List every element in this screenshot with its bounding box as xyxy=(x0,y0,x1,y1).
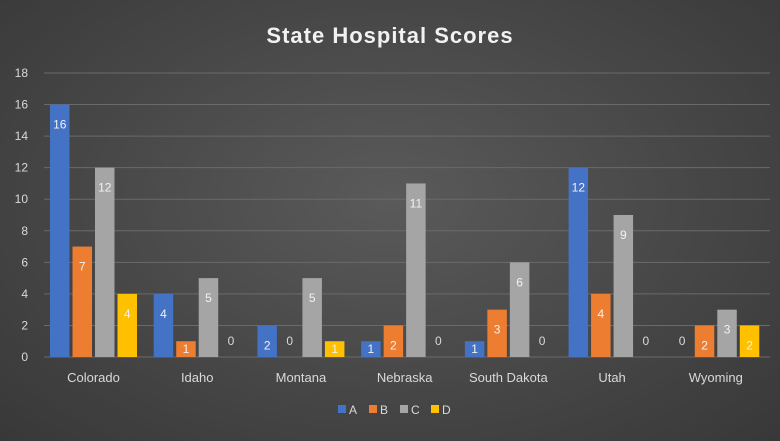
chart-title: State Hospital Scores xyxy=(266,23,513,48)
data-label: 11 xyxy=(410,196,423,210)
data-label: 1 xyxy=(183,342,190,356)
legend-label: C xyxy=(411,403,420,417)
data-label: 2 xyxy=(701,338,708,352)
x-category-label: Idaho xyxy=(181,370,214,385)
data-label: 0 xyxy=(642,334,649,348)
data-label: 4 xyxy=(124,307,131,321)
legend-swatch-c xyxy=(400,405,408,413)
bar-a-south-dakota xyxy=(464,341,485,357)
x-category-label: South Dakota xyxy=(469,370,549,385)
x-category-label: Colorado xyxy=(67,370,120,385)
y-tick-label: 0 xyxy=(21,350,28,364)
y-axis-ticks: 0 2 4 6 8 10 12 14 16 18 xyxy=(15,66,29,364)
data-label: 7 xyxy=(79,260,86,274)
data-label: 16 xyxy=(53,118,67,132)
data-label: 0 xyxy=(228,334,235,348)
y-tick-label: 6 xyxy=(21,255,28,269)
bar-c-utah xyxy=(613,215,634,357)
legend: A B C D xyxy=(338,403,451,417)
data-label: 3 xyxy=(724,323,731,337)
y-tick-label: 4 xyxy=(21,287,28,301)
legend-swatch-d xyxy=(431,405,439,413)
bar-a-montana xyxy=(257,325,277,357)
bar-a-idaho xyxy=(153,293,174,357)
bar-b-nebraska xyxy=(383,325,404,357)
bar-b-idaho xyxy=(176,341,196,357)
data-label: 6 xyxy=(516,275,523,289)
bar-d-wyoming xyxy=(739,325,760,357)
bar-c-wyoming xyxy=(717,309,737,357)
bar-b-south-dakota xyxy=(487,309,507,357)
data-label: 1 xyxy=(368,342,375,356)
data-label: 1 xyxy=(331,342,338,356)
data-label: 5 xyxy=(205,291,212,305)
bar-d-montana xyxy=(324,341,345,357)
data-label: 12 xyxy=(572,181,586,195)
legend-label: D xyxy=(442,403,451,417)
data-label: 2 xyxy=(390,338,397,352)
bar-b-wyoming xyxy=(694,325,715,357)
data-label: 4 xyxy=(160,307,167,321)
y-tick-label: 12 xyxy=(15,161,29,175)
data-label: 2 xyxy=(264,338,271,352)
data-label: 0 xyxy=(286,334,293,348)
data-label: 0 xyxy=(679,334,686,348)
data-label: 0 xyxy=(539,334,546,348)
bar-a-colorado xyxy=(50,104,70,357)
data-label: 12 xyxy=(98,181,112,195)
bar-c-south-dakota xyxy=(509,262,530,357)
bar-c-idaho xyxy=(198,278,219,357)
x-category-label: Nebraska xyxy=(377,370,433,385)
bar-b-colorado xyxy=(72,246,92,357)
bar-c-nebraska xyxy=(406,183,426,357)
data-label: 4 xyxy=(597,307,604,321)
bar-b-utah xyxy=(591,293,611,357)
data-label: 2 xyxy=(746,338,753,352)
data-label: 3 xyxy=(494,323,501,337)
x-category-label: Utah xyxy=(598,370,625,385)
data-label: 1 xyxy=(471,342,478,356)
x-axis-categories: Colorado Idaho Montana Nebraska South Dakota… xyxy=(67,370,743,385)
bar-a-nebraska xyxy=(361,341,381,357)
bar-d-colorado xyxy=(117,293,137,357)
x-category-label: Wyoming xyxy=(689,370,743,385)
legend-label: A xyxy=(349,403,357,417)
bars xyxy=(50,104,760,357)
legend-label: B xyxy=(380,403,388,417)
bar-c-colorado xyxy=(95,167,115,357)
y-tick-label: 18 xyxy=(15,66,29,80)
y-tick-label: 8 xyxy=(21,224,28,238)
y-tick-label: 10 xyxy=(15,192,29,206)
y-tick-label: 14 xyxy=(15,129,29,143)
data-label: 5 xyxy=(309,291,316,305)
legend-swatch-a xyxy=(338,405,346,413)
bar-a-utah xyxy=(568,167,589,357)
y-tick-label: 2 xyxy=(21,318,28,332)
data-label: 0 xyxy=(435,334,442,348)
y-tick-label: 16 xyxy=(15,98,29,112)
bar-c-montana xyxy=(302,278,322,357)
x-category-label: Montana xyxy=(276,370,327,385)
legend-swatch-b xyxy=(369,405,377,413)
data-label: 9 xyxy=(620,228,627,242)
